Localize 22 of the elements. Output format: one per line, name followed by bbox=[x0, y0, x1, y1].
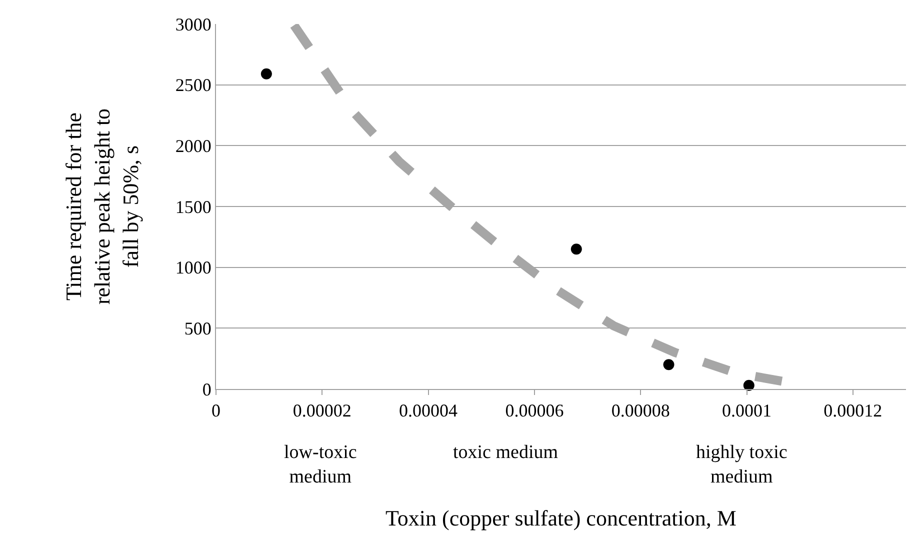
x-tick-label: 0.00006 bbox=[505, 400, 564, 421]
y-tick-label: 500 bbox=[184, 318, 212, 338]
text: low-toxic medium bbox=[284, 442, 357, 488]
point bbox=[743, 380, 754, 391]
point bbox=[260, 68, 272, 80]
x-tick-label: 0.00012 bbox=[824, 400, 882, 421]
text: toxic medium bbox=[453, 442, 558, 463]
x-tick-label: 0.00002 bbox=[292, 400, 352, 421]
text: highly toxic medium bbox=[696, 442, 788, 488]
y-tick-label: 3000 bbox=[175, 14, 212, 34]
y-tick-label: 1500 bbox=[175, 196, 212, 217]
point bbox=[663, 359, 674, 370]
y-tick-label: 2500 bbox=[175, 75, 212, 96]
x-tick-label: 0.00004 bbox=[399, 400, 458, 421]
y-axis-title: Time required for the relative peak height to fall by 50%, s bbox=[61, 108, 144, 305]
x-tick-label: 0.00008 bbox=[611, 400, 670, 421]
point bbox=[570, 244, 582, 255]
y-tick-label: 0 bbox=[202, 379, 212, 400]
x-tick-label: 0.0001 bbox=[722, 400, 772, 421]
x-axis-title: Toxin (copper sulfate) concentration, M bbox=[386, 506, 736, 530]
y-tick-label: 1000 bbox=[175, 258, 212, 278]
y-tick-label: 2000 bbox=[175, 136, 212, 156]
